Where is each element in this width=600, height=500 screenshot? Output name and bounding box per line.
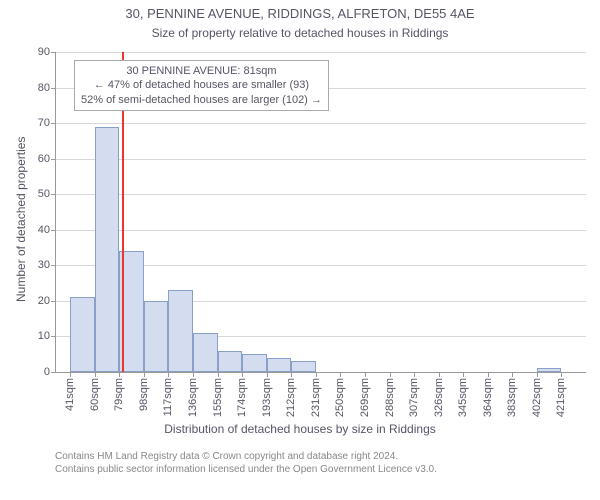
xtick-mark bbox=[291, 372, 292, 377]
ytick-mark bbox=[51, 301, 56, 302]
x-axis-label: Distribution of detached houses by size … bbox=[0, 422, 600, 436]
ytick-label: 20 bbox=[38, 295, 50, 307]
xtick-label: 60sqm bbox=[89, 378, 101, 411]
histogram-bar bbox=[168, 290, 193, 372]
xtick-mark bbox=[119, 372, 120, 377]
xtick-label: 212sqm bbox=[285, 378, 297, 417]
xtick-label: 98sqm bbox=[138, 378, 150, 411]
xtick-label: 402sqm bbox=[531, 378, 543, 417]
xtick-label: 193sqm bbox=[261, 378, 273, 417]
ytick-label: 0 bbox=[44, 366, 50, 378]
xtick-label: 250sqm bbox=[334, 378, 346, 417]
grid-line bbox=[56, 194, 586, 195]
annotation-line: 52% of semi-detached houses are larger (… bbox=[81, 93, 322, 107]
ytick-mark bbox=[51, 52, 56, 53]
xtick-mark bbox=[193, 372, 194, 377]
xtick-label: 79sqm bbox=[113, 378, 125, 411]
grid-line bbox=[56, 123, 586, 124]
ytick-mark bbox=[51, 372, 56, 373]
xtick-label: 345sqm bbox=[457, 378, 469, 417]
grid-line bbox=[56, 159, 586, 160]
xtick-mark bbox=[242, 372, 243, 377]
xtick-mark bbox=[512, 372, 513, 377]
xtick-label: 288sqm bbox=[384, 378, 396, 417]
ytick-mark bbox=[51, 230, 56, 231]
ytick-label: 50 bbox=[38, 188, 50, 200]
xtick-label: 269sqm bbox=[359, 378, 371, 417]
chart-subtitle: Size of property relative to detached ho… bbox=[0, 26, 600, 40]
ytick-label: 40 bbox=[38, 224, 50, 236]
xtick-label: 174sqm bbox=[236, 378, 248, 417]
xtick-mark bbox=[439, 372, 440, 377]
histogram-bar bbox=[242, 354, 267, 372]
ytick-label: 60 bbox=[38, 153, 50, 165]
ytick-label: 70 bbox=[38, 117, 50, 129]
xtick-label: 383sqm bbox=[506, 378, 518, 417]
grid-line bbox=[56, 52, 586, 53]
histogram-bar bbox=[291, 361, 316, 372]
attribution-line-2: Contains public sector information licen… bbox=[55, 463, 437, 476]
y-axis-label: Number of detached properties bbox=[14, 137, 28, 302]
xtick-label: 421sqm bbox=[555, 378, 567, 417]
ytick-mark bbox=[51, 336, 56, 337]
xtick-mark bbox=[316, 372, 317, 377]
xtick-mark bbox=[365, 372, 366, 377]
xtick-label: 326sqm bbox=[433, 378, 445, 417]
attribution-line-1: Contains HM Land Registry data © Crown c… bbox=[55, 450, 437, 463]
xtick-label: 117sqm bbox=[162, 378, 174, 416]
annotation-box: 30 PENNINE AVENUE: 81sqm← 47% of detache… bbox=[74, 60, 329, 111]
histogram-bar bbox=[193, 333, 218, 372]
histogram-bar bbox=[267, 358, 292, 372]
xtick-mark bbox=[463, 372, 464, 377]
histogram-bar bbox=[70, 297, 95, 372]
ytick-mark bbox=[51, 123, 56, 124]
ytick-mark bbox=[51, 194, 56, 195]
ytick-mark bbox=[51, 159, 56, 160]
xtick-mark bbox=[390, 372, 391, 377]
chart-title: 30, PENNINE AVENUE, RIDDINGS, ALFRETON, … bbox=[0, 6, 600, 21]
xtick-mark bbox=[340, 372, 341, 377]
xtick-mark bbox=[218, 372, 219, 377]
xtick-label: 155sqm bbox=[212, 378, 224, 417]
xtick-mark bbox=[488, 372, 489, 377]
xtick-mark bbox=[561, 372, 562, 377]
xtick-mark bbox=[537, 372, 538, 377]
ytick-label: 90 bbox=[38, 46, 50, 58]
histogram-bar bbox=[95, 127, 120, 372]
annotation-line: 30 PENNINE AVENUE: 81sqm bbox=[81, 64, 322, 78]
grid-line bbox=[56, 230, 586, 231]
xtick-label: 136sqm bbox=[187, 378, 199, 417]
xtick-mark bbox=[267, 372, 268, 377]
xtick-mark bbox=[144, 372, 145, 377]
histogram-bar bbox=[537, 368, 562, 372]
ytick-label: 80 bbox=[38, 82, 50, 94]
ytick-label: 30 bbox=[38, 259, 50, 271]
xtick-label: 231sqm bbox=[310, 378, 322, 417]
chart-container: 30, PENNINE AVENUE, RIDDINGS, ALFRETON, … bbox=[0, 0, 600, 500]
histogram-bar bbox=[218, 351, 243, 372]
ytick-mark bbox=[51, 88, 56, 89]
xtick-label: 307sqm bbox=[408, 378, 420, 417]
histogram-bar bbox=[144, 301, 169, 372]
ytick-mark bbox=[51, 265, 56, 266]
xtick-label: 41sqm bbox=[64, 378, 76, 411]
xtick-mark bbox=[168, 372, 169, 377]
xtick-mark bbox=[95, 372, 96, 377]
xtick-label: 364sqm bbox=[482, 378, 494, 417]
xtick-mark bbox=[70, 372, 71, 377]
attribution-text: Contains HM Land Registry data © Crown c… bbox=[55, 450, 437, 476]
ytick-label: 10 bbox=[38, 330, 50, 342]
xtick-mark bbox=[414, 372, 415, 377]
annotation-line: ← 47% of detached houses are smaller (93… bbox=[81, 78, 322, 92]
